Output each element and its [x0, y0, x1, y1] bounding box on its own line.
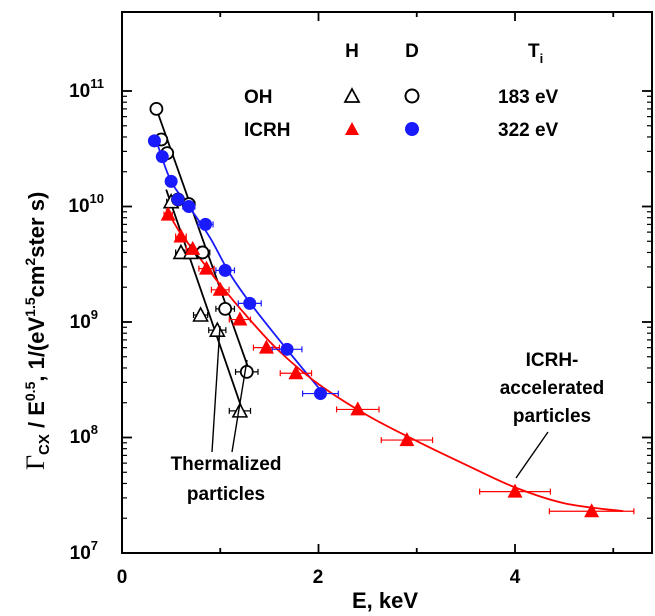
fit-line-fit_oh_h: [165, 189, 246, 418]
marker-oh_h-3: [192, 306, 209, 322]
annotation-thermalized-line-2: particles: [187, 484, 265, 505]
y-tick-label-10: 1010: [68, 191, 104, 217]
legend-col-t: Ti: [528, 41, 543, 66]
data-markers: [147, 101, 600, 518]
legend-ti-oh: 183 eV: [498, 87, 559, 108]
marker-oh_d-0: [149, 101, 164, 116]
x-axis-title: E, keV: [352, 588, 418, 613]
legend-marker-oh-h: [343, 87, 361, 103]
marker-icrh_d-6: [218, 263, 232, 277]
marker-oh_d-6: [218, 301, 233, 316]
fit-line-fit_oh_d: [155, 108, 251, 373]
marker-oh_h-5: [231, 402, 249, 418]
legend-label-oh: OH: [244, 87, 273, 108]
marker-icrh_h-2: [185, 240, 201, 255]
y-tick-label-8: 108: [70, 422, 98, 448]
marker-icrh_h-4: [212, 281, 228, 296]
plot-frame: [121, 11, 653, 554]
legend: H D Ti OH 183 eV ICRH 322 eV: [244, 41, 559, 141]
x-tick-label-4: 4: [510, 567, 521, 588]
marker-icrh_d-7: [243, 296, 257, 310]
marker-icrh_h-10: [507, 483, 523, 498]
x-tick-label-0: 0: [117, 567, 128, 588]
legend-marker-icrh-h: [345, 122, 359, 135]
marker-oh_h-1: [172, 243, 190, 260]
marker-icrh_h-5: [232, 311, 248, 326]
marker-icrh_h-8: [350, 401, 366, 416]
y-tick-label-7: 107: [70, 538, 98, 564]
marker-icrh_d-8: [280, 342, 294, 356]
marker-icrh_d-9: [313, 387, 327, 401]
annotation-icrh-accelerated: ICRH- accelerated particles: [500, 350, 605, 479]
marker-icrh_h-3: [198, 260, 214, 275]
y-tick-label-9: 109: [70, 307, 98, 333]
marker-icrh_d-0: [147, 134, 161, 148]
marker-icrh_h-0: [160, 206, 176, 221]
marker-icrh_d-2: [164, 174, 178, 188]
legend-col-d: D: [405, 41, 419, 62]
marker-icrh_d-3: [171, 192, 185, 206]
legend-ti-icrh: 322 eV: [498, 120, 559, 141]
marker-icrh_h-7: [288, 365, 304, 380]
marker-icrh_d-1: [155, 150, 169, 164]
marker-oh_h-4: [208, 321, 226, 337]
marker-icrh_d-4: [182, 200, 196, 213]
legend-col-h: H: [345, 41, 359, 62]
annotation-thermalized-arrow-1: [211, 325, 221, 453]
legend-label-icrh: ICRH: [244, 120, 290, 141]
marker-icrh_h-11: [584, 503, 600, 518]
y-axis-title: ΓCX / E0.5, 1/(eV1.5cm2ster s): [21, 192, 53, 470]
marker-icrh_h-6: [258, 339, 274, 354]
y-tick-label-11: 1011: [69, 76, 104, 102]
marker-oh_d-7: [239, 364, 254, 379]
annotation-icrh-arrow: [515, 431, 549, 479]
legend-marker-oh-d: [404, 88, 420, 104]
annotation-icrh-line-1: ICRH-: [526, 350, 579, 371]
marker-icrh_h-9: [399, 432, 415, 447]
axis-ticks: [121, 12, 652, 554]
marker-icrh_h-1: [173, 228, 189, 243]
legend-marker-icrh-d: [405, 122, 419, 136]
x-tick-label-2: 2: [313, 567, 324, 588]
annotation-thermalized: Thermalized particles: [171, 325, 282, 505]
marker-icrh_d-5: [199, 217, 213, 231]
annotation-icrh-line-3: particles: [513, 406, 591, 427]
annotation-icrh-line-2: accelerated: [500, 378, 605, 399]
annotation-thermalized-line-1: Thermalized: [171, 454, 282, 475]
annotation-thermalized-arrow-2: [231, 359, 248, 453]
